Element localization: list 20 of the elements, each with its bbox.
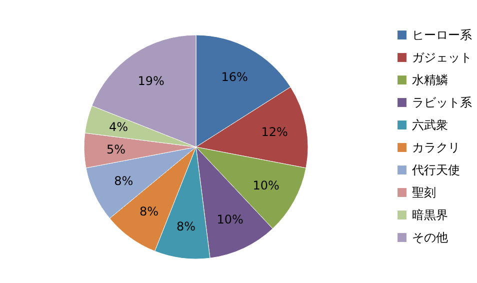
- data-label: 5%: [106, 142, 126, 157]
- legend-label: 聖刻: [412, 186, 436, 200]
- legend-label: ラビット系: [412, 96, 472, 110]
- legend-label: その他: [412, 230, 448, 244]
- legend-label: 代行天使: [411, 163, 460, 177]
- data-label: 8%: [114, 174, 134, 188]
- data-label: 8%: [176, 219, 196, 234]
- data-label: 10%: [252, 178, 280, 193]
- data-label: 4%: [108, 120, 128, 134]
- legend-label: 水精鱗: [412, 73, 448, 87]
- legend-label: 六武衆: [412, 118, 448, 132]
- legend-label: ヒーロー系: [412, 28, 472, 42]
- legend-label: カラクリ: [412, 140, 460, 154]
- data-label: 12%: [261, 125, 288, 140]
- data-label: 8%: [139, 204, 158, 219]
- legend-label: 暗黒界: [412, 208, 448, 222]
- data-label: 19%: [138, 74, 164, 88]
- data-label: 10%: [216, 212, 244, 226]
- legend-label: ガジェット: [412, 50, 472, 64]
- data-label: 16%: [221, 70, 248, 84]
